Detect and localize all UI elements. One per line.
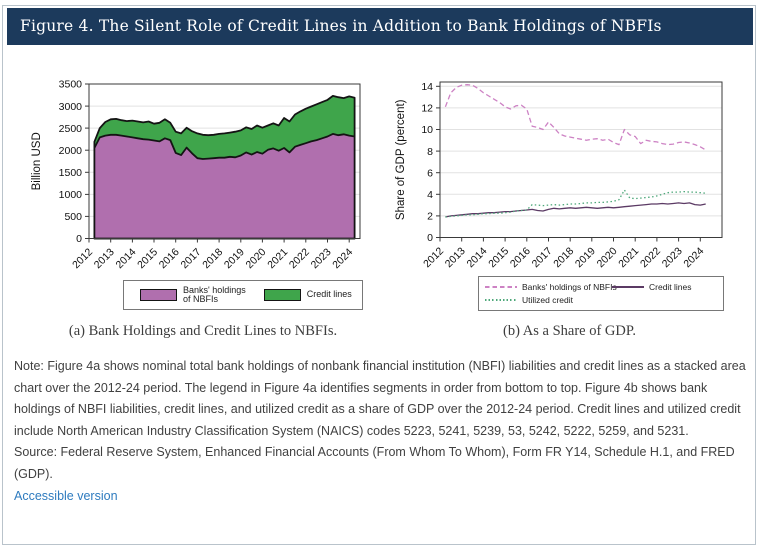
svg-text:2013: 2013	[443, 245, 468, 270]
accessible-version-link[interactable]: Accessible version	[14, 488, 118, 503]
svg-text:2019: 2019	[222, 246, 247, 271]
credit-lines-line-sample	[612, 286, 644, 288]
svg-text:2019: 2019	[573, 245, 598, 270]
chart-b-share-of-gdp: 0 2 4 6 8 10 12 14 2012 2013 2014 2015 2016 2017 2018 2…	[392, 62, 747, 320]
figure-notes: Note: Figure 4a shows nominal total bank…	[14, 356, 751, 507]
svg-text:14: 14	[421, 81, 433, 93]
svg-text:1000: 1000	[59, 189, 83, 201]
svg-text:2018: 2018	[551, 245, 576, 270]
svg-text:2024: 2024	[681, 245, 706, 270]
figure-title: Figure 4. The Silent Role of Credit Line…	[20, 17, 662, 35]
legend-label-credit-lines-gdp: Credit lines	[649, 282, 692, 292]
svg-text:4: 4	[427, 189, 433, 201]
stacked-area-chart: 0 500 1000 1500 2000 2500 3000 3500 201220132014…	[31, 79, 361, 271]
svg-text:0: 0	[76, 233, 82, 245]
svg-text:2020: 2020	[595, 245, 620, 270]
legend-label-banks-holdings-gdp: Banks' holdings of NBFIs	[522, 282, 617, 292]
svg-text:2016: 2016	[157, 246, 182, 271]
figure-panel: Figure 4. The Silent Role of Credit Line…	[2, 5, 756, 545]
svg-text:12: 12	[421, 103, 433, 115]
svg-text:2013: 2013	[92, 246, 117, 271]
utilized-credit-line-sample	[485, 299, 517, 301]
svg-text:2014: 2014	[465, 245, 490, 270]
legend-label-banks-holdings: Banks' holdings of NBFIs	[183, 284, 246, 304]
svg-text:0: 0	[427, 232, 433, 244]
chart-b-legend: Banks' holdings of NBFIs Credit lines Ut…	[478, 276, 724, 311]
svg-text:2015: 2015	[135, 246, 160, 271]
svg-text:2016: 2016	[508, 245, 533, 270]
svg-text:2023: 2023	[309, 246, 334, 271]
credit-lines-swatch	[263, 289, 301, 301]
svg-text:2021: 2021	[616, 245, 641, 270]
svg-text:10: 10	[421, 124, 433, 136]
svg-text:2021: 2021	[265, 246, 290, 271]
svg-text:2020: 2020	[244, 246, 269, 271]
legend-label-utilized-credit: Utilized credit	[522, 295, 574, 305]
svg-text:2022: 2022	[638, 245, 663, 270]
svg-text:500: 500	[64, 211, 82, 223]
legend-label-credit-lines: Credit lines	[306, 289, 352, 300]
banks-holdings-line-sample	[485, 286, 517, 288]
source-text: Source: Federal Reserve System, Enhanced…	[14, 445, 735, 481]
caption-a: (a) Bank Holdings and Credit Lines to NB…	[68, 323, 338, 339]
caption-b: (b) As a Share of GDP.	[503, 323, 636, 339]
svg-text:2023: 2023	[660, 245, 685, 270]
svg-text:Billion USD: Billion USD	[31, 132, 43, 190]
banks-holdings-swatch	[140, 289, 177, 301]
svg-text:3500: 3500	[59, 79, 83, 91]
svg-text:2017: 2017	[179, 246, 204, 271]
svg-text:1500: 1500	[59, 167, 83, 179]
svg-text:2024: 2024	[330, 246, 355, 271]
svg-text:8: 8	[427, 146, 433, 158]
chart-a-bank-holdings: 0 500 1000 1500 2000 2500 3000 3500 2012 2013 2014…	[28, 62, 378, 320]
line-chart: 0246810121420122013201420152016201720182…	[395, 81, 723, 270]
svg-text:2022: 2022	[287, 246, 312, 271]
svg-text:2: 2	[427, 211, 433, 223]
svg-text:3000: 3000	[59, 101, 83, 113]
svg-text:6: 6	[427, 167, 433, 179]
svg-text:2015: 2015	[486, 245, 511, 270]
svg-text:Share of GDP (percent): Share of GDP (percent)	[395, 99, 407, 220]
note-text: Note: Figure 4a shows nominal total bank…	[14, 359, 746, 438]
svg-text:2017: 2017	[530, 245, 555, 270]
svg-text:2000: 2000	[59, 145, 83, 157]
svg-text:2500: 2500	[59, 123, 83, 135]
svg-text:2012: 2012	[70, 246, 95, 271]
figure-title-bar: Figure 4. The Silent Role of Credit Line…	[7, 8, 753, 45]
svg-text:2014: 2014	[114, 246, 139, 271]
svg-text:2012: 2012	[421, 245, 446, 270]
chart-a-legend: Banks' holdings of NBFIs Credit lines	[123, 280, 363, 310]
svg-text:2018: 2018	[200, 246, 225, 271]
